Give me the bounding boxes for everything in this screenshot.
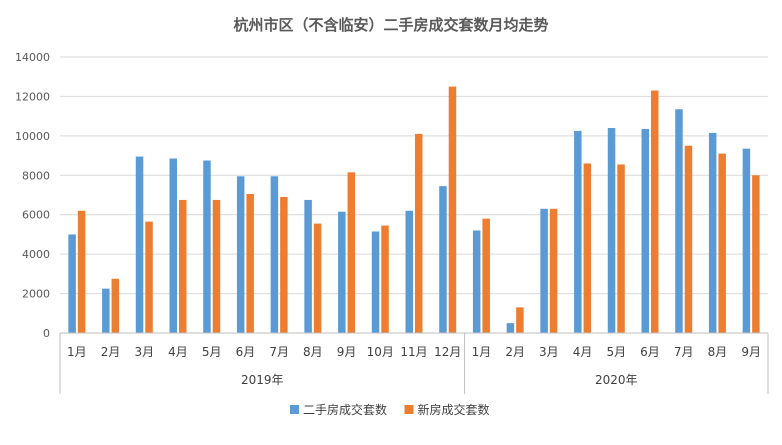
bar-s2-16 [583,163,592,333]
bar-s2-8 [313,223,322,333]
y-tick-label-4000: 4000 [22,248,50,261]
x-tick-label-8: 8月 [303,345,323,359]
y-tick-label-8000: 8000 [22,169,50,182]
x-tick-label-19: 7月 [674,345,694,359]
bar-s1-20 [708,132,717,333]
x-tick-label-2: 2月 [101,345,121,359]
bar-s2-6 [246,194,254,333]
bar-s2-15 [549,208,558,333]
bar-s1-5 [203,160,211,333]
y-tick-label-12000: 12000 [15,90,50,103]
bar-s2-12 [448,86,457,333]
x-tick-label-20: 8月 [708,345,728,359]
x-tick-label-10: 10月 [367,345,394,359]
y-axis: 0 2000 4000 6000 8000 10000 12000 14000 [15,51,50,340]
bar-s1-19 [675,109,683,333]
bar-s1-14 [506,323,515,333]
bar-s2-7 [280,196,288,333]
bars [68,86,760,333]
bar-s1-4 [169,158,177,333]
legend-label-2: 新房成交套数 [418,402,490,417]
bar-s1-16 [574,130,582,333]
gridlines [60,56,768,295]
x-tick-label-17: 5月 [606,345,626,359]
y-tick-label-10000: 10000 [15,130,50,143]
x-tick-label-6: 6月 [236,345,256,359]
x-tick-label-4: 4月 [168,345,188,359]
x-tick-label-15: 3月 [539,345,559,359]
bar-s1-10 [371,231,380,333]
legend-label-1: 二手房成交套数 [303,402,387,417]
bar-s2-14 [516,307,524,333]
bar-s2-13 [482,218,490,333]
x-group-label-1: 2019年 [241,373,284,387]
y-tick-label-2000: 2000 [22,288,50,301]
legend: 二手房成交套数 新房成交套数 [290,402,490,417]
x-tick-label-5: 5月 [202,345,222,359]
bar-s1-1 [68,234,76,333]
x-tick-label-14: 2月 [505,345,525,359]
bar-s2-17 [617,164,625,333]
bar-s1-17 [607,127,616,333]
y-tick-label-0: 0 [43,327,50,340]
x-tick-label-13: 1月 [472,345,492,359]
x-tick-label-11: 11月 [400,345,427,359]
bar-s1-9 [338,211,346,333]
bar-s1-11 [405,210,413,333]
bar-s2-20 [718,153,726,333]
x-axis: 1月 2月 3月 4月 5月 6月 7月 8月 9月 10月 11月 12月 1月 2月 3月 4月 5月 6月 7… [59,332,769,394]
bar-s1-7 [270,176,279,333]
bar-s2-1 [77,210,86,333]
x-tick-label-16: 4月 [573,345,593,359]
x-tick-label-3: 3月 [134,345,154,359]
legend-swatch-2 [404,405,414,414]
legend-swatch-1 [290,405,299,414]
bar-s2-3 [145,221,153,333]
bar-s2-11 [415,133,423,333]
bar-s2-21 [752,175,760,333]
bar-s1-12 [439,186,447,333]
x-group-label-2: 2020年 [595,373,638,387]
bar-s1-21 [742,148,751,333]
x-tick-label-18: 6月 [640,345,660,359]
bar-s2-9 [347,172,356,333]
bar-s1-18 [641,128,649,333]
bar-s2-2 [111,278,120,333]
bar-s1-8 [304,199,312,333]
bar-s1-6 [236,176,245,333]
bar-s2-10 [381,225,389,333]
x-tick-label-21: 9月 [741,345,761,359]
bar-s1-15 [540,208,548,333]
x-tick-label-12: 12月 [434,345,461,359]
bar-s1-2 [102,288,110,333]
y-tick-label-6000: 6000 [22,209,50,222]
bar-s2-5 [212,199,221,333]
x-tick-label-9: 9月 [337,345,357,359]
x-tick-label-1: 1月 [67,345,87,359]
bar-s1-13 [472,230,481,333]
bar-s2-19 [684,145,693,333]
bar-s1-3 [135,156,144,333]
y-tick-label-14000: 14000 [15,51,50,64]
x-tick-label-7: 7月 [269,345,289,359]
chart-title: 杭州市区（不含临安）二手房成交套数月均走势 [233,16,548,34]
bar-s2-4 [179,199,187,333]
bar-s2-18 [651,90,659,333]
